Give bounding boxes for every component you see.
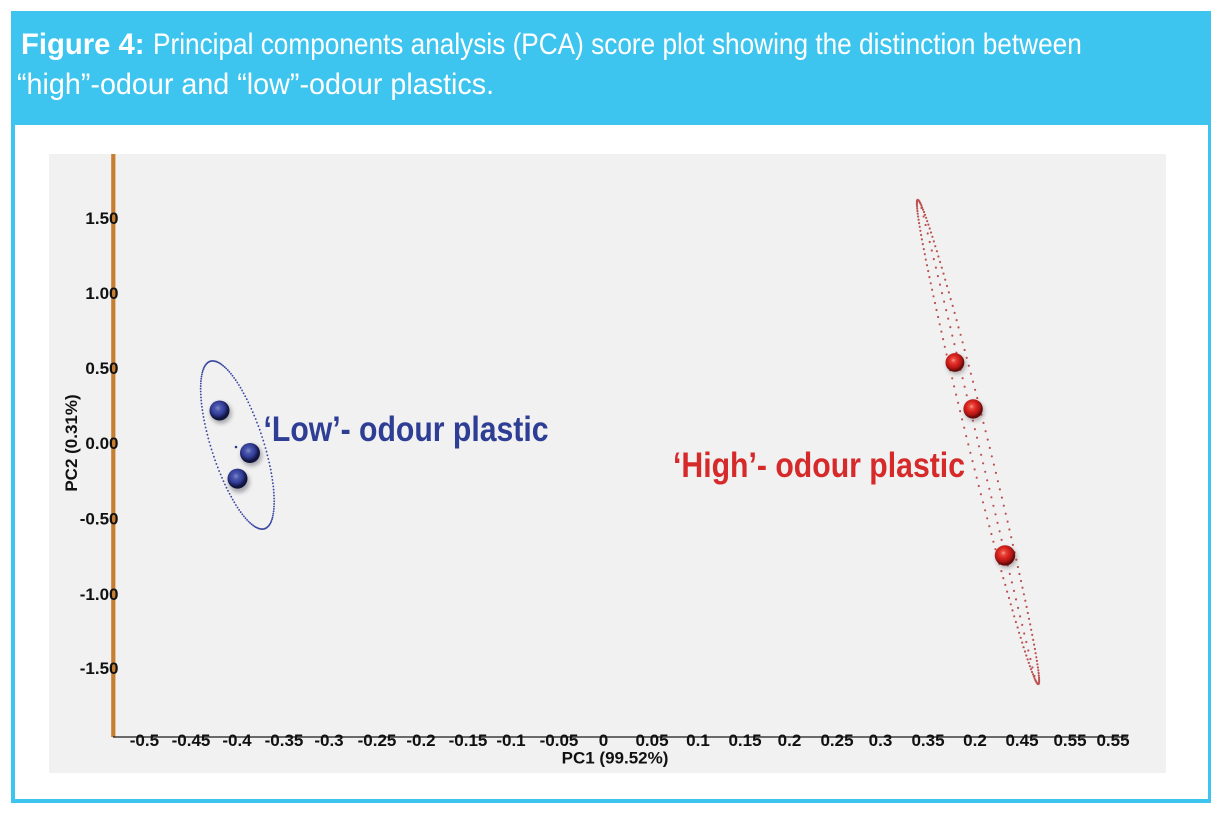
svg-text:-0.45: -0.45 <box>172 731 211 750</box>
svg-text:PC2 (0.31%): PC2 (0.31%) <box>62 394 81 491</box>
svg-text:-0.15: -0.15 <box>449 731 488 750</box>
svg-text:0.55: 0.55 <box>1053 731 1086 750</box>
svg-text:0.1: 0.1 <box>686 731 710 750</box>
svg-text:PC1 (99.52%): PC1 (99.52%) <box>562 749 669 768</box>
svg-text:0.25: 0.25 <box>820 731 853 750</box>
svg-text:0: 0 <box>599 731 608 750</box>
svg-text:-0.50: -0.50 <box>80 510 119 529</box>
svg-text:-1.00: -1.00 <box>80 585 119 604</box>
svg-text:0.2: 0.2 <box>963 731 987 750</box>
svg-text:‘High’- odour plastic: ‘High’- odour plastic <box>673 446 965 485</box>
svg-text:1.50: 1.50 <box>85 209 118 228</box>
svg-text:-0.4: -0.4 <box>222 731 252 750</box>
svg-text:-1.50: -1.50 <box>80 659 119 678</box>
svg-text:0.00: 0.00 <box>85 434 118 453</box>
svg-text:-0.1: -0.1 <box>496 731 525 750</box>
svg-text:-0.2: -0.2 <box>406 731 435 750</box>
svg-text:-0.25: -0.25 <box>358 731 397 750</box>
svg-text:-0.05: -0.05 <box>540 731 579 750</box>
svg-text:0.05: 0.05 <box>635 731 668 750</box>
svg-text:1.00: 1.00 <box>85 284 118 303</box>
svg-text:0.35: 0.35 <box>911 731 944 750</box>
svg-text:0.50: 0.50 <box>85 359 118 378</box>
svg-text:-0.3: -0.3 <box>314 731 343 750</box>
svg-text:-0.35: -0.35 <box>265 731 304 750</box>
svg-text:0.55: 0.55 <box>1096 731 1129 750</box>
svg-text:0.45: 0.45 <box>1005 731 1038 750</box>
svg-text:-0.5: -0.5 <box>130 731 159 750</box>
svg-text:0.2: 0.2 <box>778 731 802 750</box>
svg-text:0.3: 0.3 <box>869 731 893 750</box>
svg-text:0.15: 0.15 <box>728 731 761 750</box>
svg-text:‘Low’- odour plastic: ‘Low’- odour plastic <box>264 410 549 449</box>
